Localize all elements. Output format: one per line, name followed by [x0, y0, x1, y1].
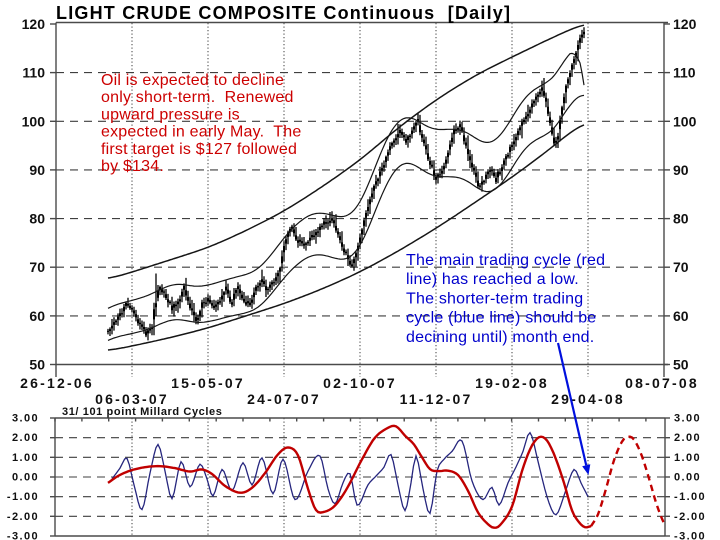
svg-text:70: 70: [29, 259, 45, 275]
svg-text:only short-term. Renewed: only short-term. Renewed: [101, 89, 294, 106]
svg-text:19-02-08: 19-02-08: [475, 375, 549, 391]
svg-text:2.00: 2.00: [674, 432, 701, 444]
svg-text:LIGHT CRUDE COMPOSITE Continuo: LIGHT CRUDE COMPOSITE Continuous [Daily]: [56, 3, 511, 23]
svg-text:-2.00: -2.00: [674, 511, 706, 523]
svg-text:decining until) month end.: decining until) month end.: [406, 329, 594, 346]
svg-text:110: 110: [673, 65, 696, 81]
svg-text:120: 120: [673, 16, 697, 32]
svg-text:upward pressure is: upward pressure is: [101, 106, 240, 123]
svg-text:-1.00: -1.00: [7, 491, 39, 503]
svg-text:90: 90: [29, 162, 45, 178]
svg-text:3.00: 3.00: [674, 413, 701, 425]
svg-text:50: 50: [673, 357, 689, 373]
svg-text:70: 70: [673, 259, 689, 275]
svg-text:-3.00: -3.00: [674, 531, 706, 540]
svg-text:08-07-08: 08-07-08: [625, 375, 699, 391]
svg-text:expected in early May. The: expected in early May. The: [101, 124, 301, 141]
svg-text:60: 60: [673, 308, 689, 324]
svg-text:50: 50: [29, 357, 45, 373]
svg-text:first target is $127 followed: first target is $127 followed: [101, 141, 297, 158]
svg-text:0.00: 0.00: [12, 472, 39, 484]
svg-text:100: 100: [673, 113, 697, 129]
svg-text:cycle (blue line) should be: cycle (blue line) should be: [406, 310, 596, 327]
svg-text:06-03-07: 06-03-07: [95, 391, 169, 407]
svg-text:The shorter-term trading: The shorter-term trading: [406, 290, 583, 307]
svg-text:-1.00: -1.00: [674, 491, 706, 503]
svg-text:line) has reached a low.: line) has reached a low.: [406, 271, 579, 288]
svg-text:110: 110: [22, 65, 45, 81]
svg-text:11-12-07: 11-12-07: [400, 391, 473, 407]
svg-text:29-04-08: 29-04-08: [551, 391, 625, 407]
svg-text:24-07-07: 24-07-07: [247, 391, 321, 407]
svg-text:31/ 101 point Millard Cycles: 31/ 101 point Millard Cycles: [62, 406, 222, 418]
svg-text:Oil is expected to decline: Oil is expected to decline: [101, 72, 284, 89]
svg-text:100: 100: [22, 113, 46, 129]
svg-text:60: 60: [29, 308, 45, 324]
svg-text:-2.00: -2.00: [7, 511, 39, 523]
svg-text:15-05-07: 15-05-07: [171, 375, 245, 391]
svg-text:90: 90: [673, 162, 689, 178]
svg-text:by $134.: by $134.: [101, 158, 164, 175]
svg-text:The main trading cycle (red: The main trading cycle (red: [406, 252, 605, 269]
svg-text:-3.00: -3.00: [7, 531, 39, 540]
svg-text:02-10-07: 02-10-07: [323, 375, 397, 391]
svg-text:1.00: 1.00: [674, 452, 701, 464]
svg-text:3.00: 3.00: [12, 413, 39, 425]
svg-text:26-12-06: 26-12-06: [20, 375, 94, 391]
svg-text:80: 80: [29, 211, 45, 227]
svg-text:1.00: 1.00: [12, 452, 39, 464]
svg-text:120: 120: [22, 16, 46, 32]
svg-text:80: 80: [673, 211, 689, 227]
svg-text:0.00: 0.00: [674, 472, 701, 484]
svg-text:2.00: 2.00: [12, 432, 39, 444]
